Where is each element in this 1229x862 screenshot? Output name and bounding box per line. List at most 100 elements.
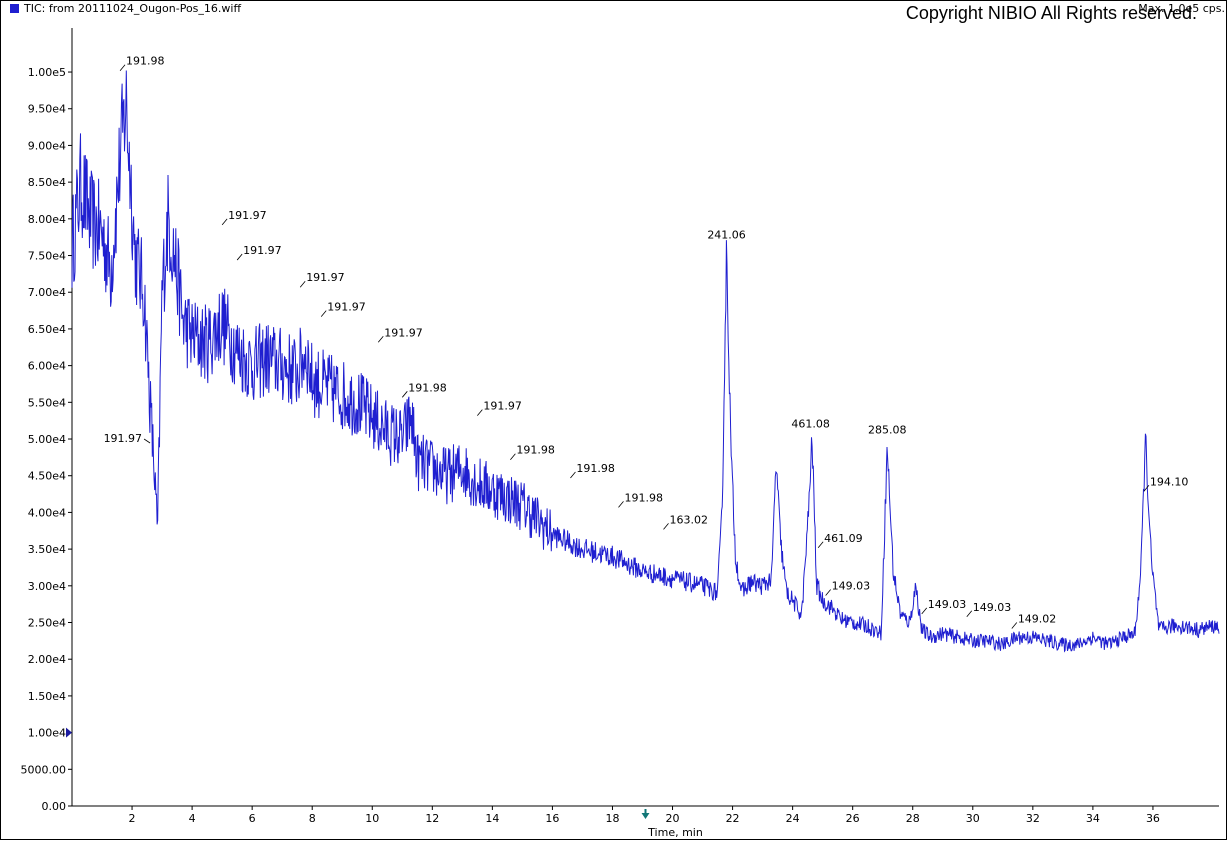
x-tick-label: 10 bbox=[365, 812, 379, 825]
peak-label: 149.03 bbox=[973, 601, 1012, 614]
y-tick-label: 6.50e4 bbox=[28, 323, 66, 336]
peak-leader bbox=[817, 541, 824, 549]
peak-leader bbox=[143, 438, 151, 444]
peak-leader bbox=[119, 64, 126, 71]
x-tick-label: 8 bbox=[309, 812, 316, 825]
peak-leader bbox=[570, 471, 576, 479]
peak-leader bbox=[510, 453, 516, 460]
x-tick-label: 4 bbox=[189, 812, 196, 825]
peak-label: 163.02 bbox=[670, 513, 709, 526]
y-tick-label: 3.00e4 bbox=[28, 580, 66, 593]
peak-leader bbox=[236, 253, 243, 261]
peak-label: 191.98 bbox=[126, 55, 165, 68]
peak-label: 285.08 bbox=[868, 424, 907, 437]
y-tick-label: 1.00e4 bbox=[28, 727, 66, 740]
x-tick-label: 24 bbox=[786, 812, 800, 825]
legend: TIC: from 20111024_Ougon-Pos_16.wiff bbox=[10, 2, 241, 15]
x-tick-label: 34 bbox=[1086, 812, 1100, 825]
x-axis-marker-icon bbox=[641, 813, 650, 819]
peak-annotation: 191.97 bbox=[320, 301, 366, 317]
peak-leader bbox=[618, 501, 624, 508]
x-tick-label: 16 bbox=[545, 812, 559, 825]
x-tick-label: 2 bbox=[129, 812, 136, 825]
legend-label: TIC: from 20111024_Ougon-Pos_16.wiff bbox=[24, 2, 242, 15]
peak-label: 191.98 bbox=[408, 381, 447, 394]
peak-annotation: 191.97 bbox=[221, 209, 267, 226]
peak-leader bbox=[221, 218, 228, 226]
peak-label: 461.09 bbox=[824, 532, 863, 545]
max-intensity-label: Max. 1.0e5 cps. bbox=[1138, 2, 1225, 15]
x-tick-label: 12 bbox=[425, 812, 439, 825]
peak-annotation: 149.03 bbox=[921, 598, 967, 615]
peak-label: 241.06 bbox=[707, 228, 746, 241]
peak-annotation: 194.10 bbox=[1143, 475, 1189, 492]
y-tick-label: 7.00e4 bbox=[28, 286, 66, 299]
peak-annotation: 149.03 bbox=[966, 601, 1012, 618]
y-tick-label: 3.50e4 bbox=[28, 543, 66, 556]
peak-annotation: 149.03 bbox=[825, 579, 871, 596]
peak-annotation: 191.97 bbox=[104, 432, 151, 445]
x-tick-label: 30 bbox=[966, 812, 980, 825]
peak-label: 191.98 bbox=[576, 462, 615, 475]
y-tick-label: 1.50e4 bbox=[28, 690, 66, 703]
peak-leader bbox=[966, 610, 973, 618]
y-tick-label: 9.00e4 bbox=[28, 139, 66, 152]
tic-series-line bbox=[71, 70, 1220, 653]
peak-annotation: 149.02 bbox=[1011, 613, 1056, 629]
peak-leader bbox=[663, 523, 669, 530]
peak-leader bbox=[401, 391, 408, 398]
y-tick-label: 2.00e4 bbox=[28, 653, 66, 666]
x-axis-label: Time, min bbox=[647, 826, 703, 839]
peak-label: 191.97 bbox=[104, 432, 143, 445]
peak-label: 149.03 bbox=[928, 598, 967, 611]
peak-label: 461.08 bbox=[791, 418, 830, 431]
peak-annotation: 191.97 bbox=[299, 271, 345, 288]
peak-leader bbox=[1011, 622, 1018, 629]
peak-label: 191.98 bbox=[516, 444, 555, 457]
y-tick-label: 8.00e4 bbox=[28, 213, 66, 226]
peak-label: 191.97 bbox=[483, 400, 522, 413]
peak-annotation: 163.02 bbox=[663, 513, 709, 530]
x-tick-label: 26 bbox=[846, 812, 860, 825]
peak-annotation: 461.09 bbox=[817, 532, 863, 549]
y-axis-marker-icon bbox=[66, 727, 72, 738]
peak-leader bbox=[825, 589, 831, 596]
peak-leader bbox=[299, 280, 306, 288]
peak-label: 149.03 bbox=[832, 579, 871, 592]
ticks: 0.00 5000.00 1.00e4 1.50e4 2.00e4 2.50e4 3.00e… bbox=[21, 66, 1160, 825]
y-tick-label: 8.50e4 bbox=[28, 176, 66, 189]
annotation-layer: 191.98 191.97 191.97 191.97 191.97 191.97 191.… bbox=[104, 55, 1189, 629]
x-tick-label: 6 bbox=[249, 812, 256, 825]
peak-annotation: 241.06 bbox=[707, 228, 746, 241]
peak-annotation: 191.97 bbox=[377, 326, 423, 343]
copyright-text: Copyright NIBIO All Rights reserved. bbox=[905, 3, 1197, 23]
y-tick-label: 7.50e4 bbox=[28, 250, 66, 263]
peak-label: 191.97 bbox=[306, 271, 345, 284]
y-tick-label: 5000.00 bbox=[21, 763, 67, 776]
y-tick-label: 4.50e4 bbox=[28, 470, 66, 483]
x-tick-label: 20 bbox=[666, 812, 680, 825]
axes bbox=[71, 28, 1219, 807]
peak-annotation: 191.98 bbox=[618, 491, 663, 508]
y-tick-label: 5.50e4 bbox=[28, 396, 66, 409]
x-tick-label: 14 bbox=[485, 812, 499, 825]
series-layer bbox=[71, 70, 1220, 653]
peak-label: 191.97 bbox=[327, 301, 366, 314]
peak-annotation: 191.98 bbox=[570, 462, 615, 479]
peak-label: 194.10 bbox=[1150, 475, 1189, 488]
x-tick-label: 28 bbox=[906, 812, 920, 825]
peak-label: 191.97 bbox=[384, 326, 423, 339]
y-tick-label: 0.00 bbox=[42, 800, 67, 813]
peak-annotation: 461.08 bbox=[791, 418, 830, 431]
peak-label: 191.98 bbox=[624, 491, 663, 504]
x-tick-label: 32 bbox=[1026, 812, 1040, 825]
legend-swatch bbox=[10, 4, 19, 13]
y-tick-label: 5.00e4 bbox=[28, 433, 66, 446]
peak-annotation: 285.08 bbox=[868, 424, 907, 437]
y-tick-label: 9.50e4 bbox=[28, 103, 66, 116]
peak-annotation: 191.98 bbox=[401, 381, 447, 398]
peak-leader bbox=[477, 409, 483, 416]
peak-leader bbox=[921, 607, 928, 615]
peak-label: 191.97 bbox=[243, 244, 282, 257]
